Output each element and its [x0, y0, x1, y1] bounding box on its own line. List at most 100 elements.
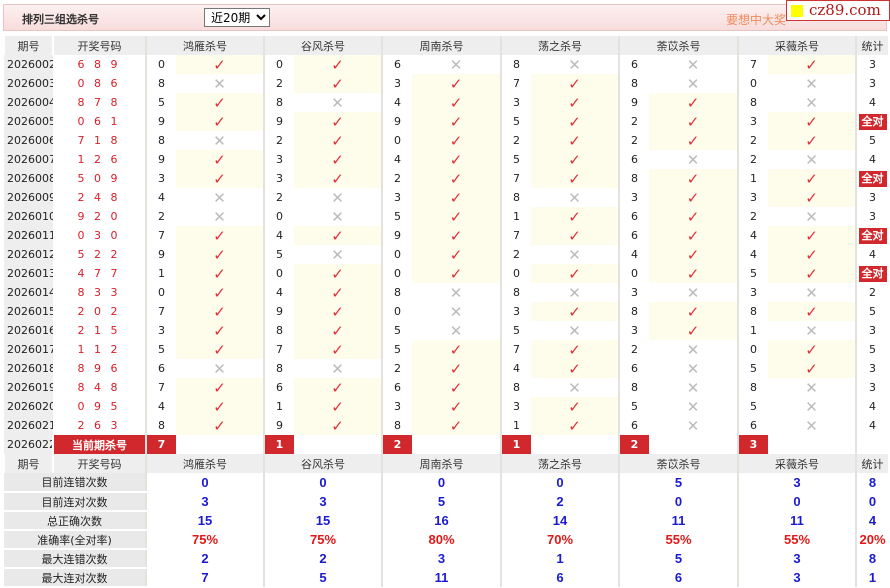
- draw-number-cell: 6 8 9: [77, 58, 121, 71]
- kill-number-cell: 6: [381, 55, 412, 74]
- kill-number-cell: 8: [618, 74, 649, 93]
- stat-cell: 2: [855, 283, 888, 302]
- stat-cell: 3: [855, 207, 888, 226]
- kill-number-cell: 0: [500, 264, 531, 283]
- kill-number-cell: 6: [145, 359, 176, 378]
- period-cell: 2026008: [4, 169, 53, 188]
- check-icon: ✓: [412, 74, 501, 93]
- empty-cell: [294, 435, 382, 454]
- stat-cell: 3: [855, 188, 888, 207]
- check-icon: ✓: [294, 416, 382, 435]
- current-period-row: 2026022 当前期杀号 7 1 2 1 2 3: [4, 435, 888, 454]
- cross-icon: ✕: [449, 55, 463, 74]
- stats-value: 55%: [618, 530, 738, 549]
- check-icon: ✓: [294, 321, 382, 340]
- kill-number-cell: 9: [263, 416, 294, 435]
- kill-number-cell: 0: [263, 207, 294, 226]
- check-icon: ✓: [768, 340, 856, 359]
- check-icon: ✓: [531, 340, 619, 359]
- check-icon: ✓: [412, 264, 501, 283]
- period-range-select[interactable]: 近20期: [204, 8, 270, 27]
- kill-number-cell: 7: [145, 226, 176, 245]
- check-icon: ✓: [176, 112, 264, 131]
- check-icon: ✓: [649, 169, 738, 188]
- table-row: 2026015 2 0 2 7 ✓ 9 ✓ 0 ✕ 3 ✓ 8 ✓ 8 ✓ 5: [4, 302, 888, 321]
- kill-number-cell: 3: [145, 321, 176, 340]
- kill-number-cell: 0: [381, 302, 412, 321]
- kill-number-cell: 0: [381, 245, 412, 264]
- kill-number-cell: 1: [500, 416, 531, 435]
- period-cell: 2026013: [4, 264, 53, 283]
- check-icon: ✓: [649, 207, 738, 226]
- table-row: 2026006 7 1 8 8 ✕ 2 ✓ 0 ✓ 2 ✓ 2 ✓ 2 ✓ 5: [4, 131, 888, 150]
- cross-icon: ✕: [213, 207, 226, 226]
- stats-value: 70%: [500, 530, 619, 549]
- check-icon: ✓: [649, 112, 738, 131]
- cross-icon: ✕: [213, 74, 226, 93]
- stat-cell: 5: [855, 302, 888, 321]
- kill-number-cell: 6: [618, 416, 649, 435]
- table-row: 2026016 2 1 5 3 ✓ 8 ✓ 5 ✕ 5 ✕ 3 ✓ 1 ✕ 3: [4, 321, 888, 340]
- draw-number-cell: 2 0 2: [77, 305, 121, 318]
- current-kill-label: 当前期杀号: [52, 435, 146, 454]
- period-cell: 2026022: [4, 435, 53, 454]
- check-icon: ✓: [531, 74, 619, 93]
- kill-number-cell: 5: [145, 93, 176, 112]
- stats-value: 3: [381, 549, 501, 568]
- table-row: 2026005 0 6 1 9 ✓ 9 ✓ 9 ✓ 5 ✓ 2 ✓ 3 ✓ 全对: [4, 112, 888, 131]
- check-icon: ✓: [412, 226, 501, 245]
- table-row: 2026017 1 1 2 5 ✓ 7 ✓ 5 ✓ 7 ✓ 2 ✕ 0 ✓ 5: [4, 340, 888, 359]
- check-icon: ✓: [412, 359, 501, 378]
- kill-number-cell: 3: [618, 188, 649, 207]
- kill-number-cell: 5: [500, 150, 531, 169]
- check-icon: ✓: [412, 93, 501, 112]
- kill-number-cell: 3: [263, 169, 294, 188]
- period-cell: 2026005: [4, 112, 53, 131]
- empty-cell: [176, 435, 264, 454]
- stats-label: 最大连对次数: [4, 568, 146, 588]
- cross-icon: ✕: [331, 188, 344, 207]
- check-icon: ✓: [176, 169, 264, 188]
- column-header-expert: 谷风杀号: [263, 454, 382, 473]
- cross-icon: ✕: [449, 321, 463, 340]
- kill-number-cell: 2: [618, 131, 649, 150]
- kill-number-cell: 5: [381, 340, 412, 359]
- stat-cell: 3: [855, 321, 888, 340]
- stat-cell: 5: [855, 340, 888, 359]
- kill-number-cell: 4: [737, 245, 768, 264]
- check-icon: ✓: [531, 93, 619, 112]
- check-icon: ✓: [412, 245, 501, 264]
- table-row: 2026013 4 7 7 1 ✓ 0 ✓ 0 ✓ 0 ✓ 0 ✓ 5 ✓ 全对: [4, 264, 888, 283]
- kill-number-cell: 0: [737, 340, 768, 359]
- check-icon: ✓: [176, 93, 264, 112]
- stats-value: 11: [381, 568, 501, 587]
- kill-number-cell: 8: [500, 283, 531, 302]
- check-icon: ✓: [294, 378, 382, 397]
- draw-number-cell: 2 1 5: [77, 324, 121, 337]
- period-cell: 2026009: [4, 188, 53, 207]
- kill-number-cell: 8: [145, 131, 176, 150]
- column-header-expert: 周南杀号: [381, 36, 501, 55]
- check-icon: ✓: [531, 302, 619, 321]
- check-icon: ✓: [531, 264, 619, 283]
- kill-number-cell: 0: [263, 264, 294, 283]
- stats-value: 2: [500, 492, 619, 511]
- kill-number-cell: 9: [618, 93, 649, 112]
- column-header-expert: 鸿雁杀号: [145, 36, 264, 55]
- period-cell: 2026020: [4, 397, 53, 416]
- kill-number-cell: 4: [381, 93, 412, 112]
- empty-cell: [855, 435, 888, 454]
- table-row: 2026018 8 9 6 6 ✕ 8 ✕ 2 ✓ 4 ✓ 6 ✕ 5 ✓ 3: [4, 359, 888, 378]
- kill-number-cell: 9: [145, 112, 176, 131]
- draw-number-cell: 4 7 7: [77, 267, 121, 280]
- check-icon: ✓: [531, 112, 619, 131]
- check-icon: ✓: [294, 131, 382, 150]
- kill-number-cell: 9: [145, 245, 176, 264]
- promo-text[interactable]: 要想中大奖: [726, 13, 787, 27]
- kill-number-cell: 5: [737, 359, 768, 378]
- kill-number-cell: 5: [381, 321, 412, 340]
- kill-number-cell: 3: [500, 93, 531, 112]
- period-cell: 2026007: [4, 150, 53, 169]
- column-header-expert: 荡之杀号: [500, 454, 619, 473]
- kill-number-cell: 2: [381, 169, 412, 188]
